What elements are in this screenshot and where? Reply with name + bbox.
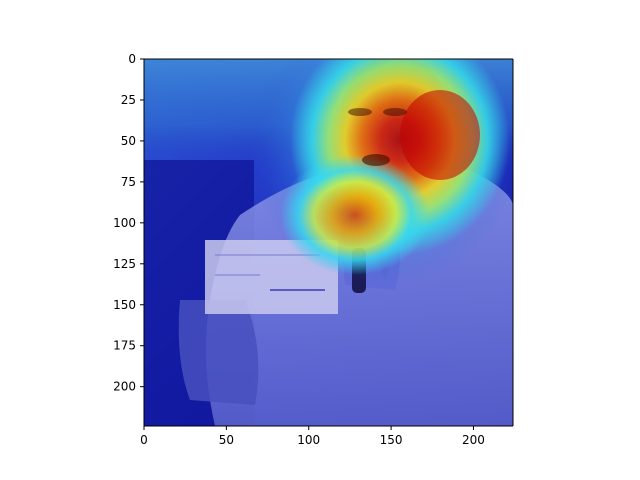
x-tick-label: 150 — [380, 433, 403, 447]
x-tick-label: 50 — [219, 433, 234, 447]
x-tick-label: 200 — [462, 433, 485, 447]
y-tick-label: 25 — [121, 93, 136, 107]
x-tick-label: 100 — [297, 433, 320, 447]
x-axis-ticks: 0 50 100 150 200 — [140, 426, 485, 447]
y-tick-label: 100 — [113, 216, 136, 230]
y-tick-label: 150 — [113, 298, 136, 312]
y-axis-ticks: 0 25 50 75 100 125 150 175 200 — [113, 52, 144, 394]
y-tick-label: 50 — [121, 134, 136, 148]
y-tick-label: 75 — [121, 175, 136, 189]
heatmap-overlay-image — [144, 59, 513, 426]
y-tick-label: 200 — [113, 380, 136, 394]
y-tick-label: 175 — [113, 339, 136, 353]
x-tick-label: 0 — [140, 433, 148, 447]
y-tick-label: 0 — [128, 52, 136, 66]
y-tick-label: 125 — [113, 257, 136, 271]
axes-frame — [143, 58, 514, 427]
